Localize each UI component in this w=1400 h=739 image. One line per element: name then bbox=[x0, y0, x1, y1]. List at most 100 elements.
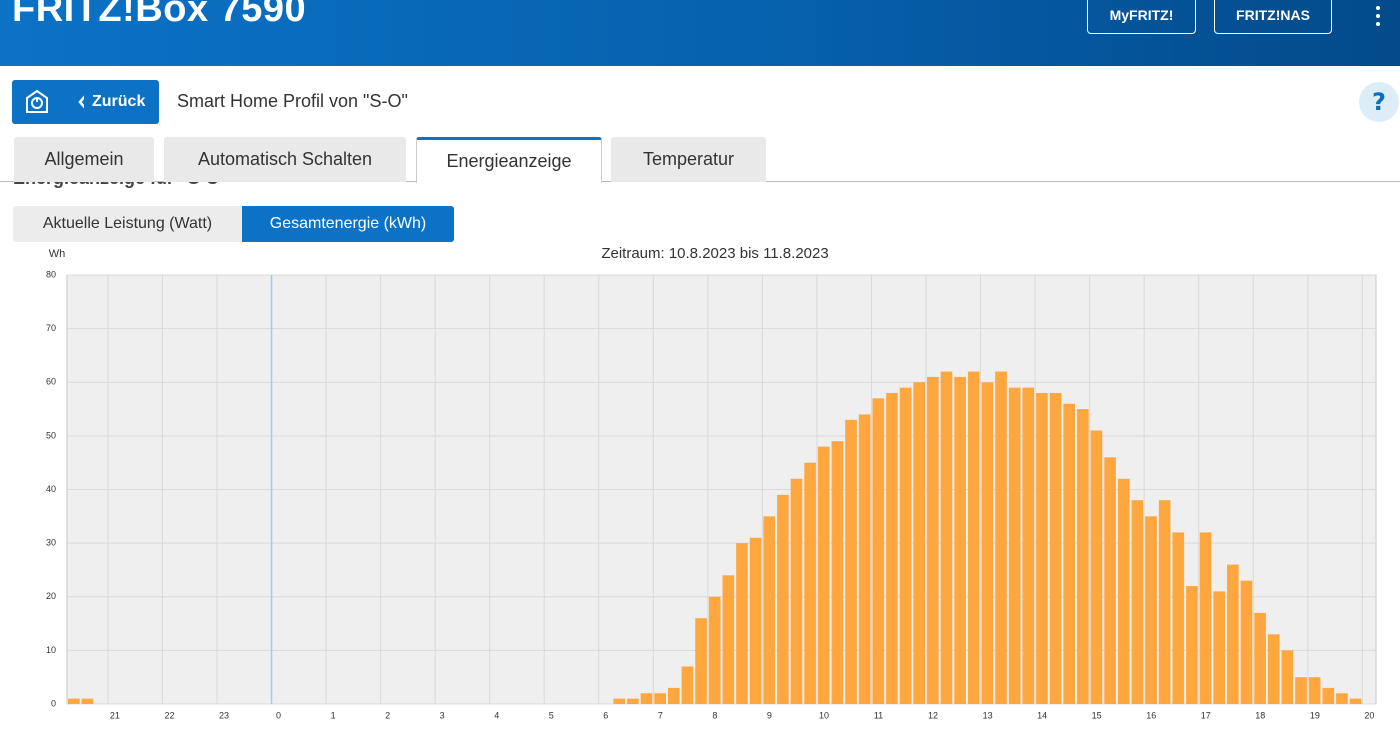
bar bbox=[1117, 478, 1130, 704]
bar bbox=[913, 382, 926, 704]
bar bbox=[81, 698, 94, 704]
back-label: Zurück bbox=[92, 93, 146, 110]
x-tick-label: 23 bbox=[219, 710, 229, 720]
bar bbox=[1254, 612, 1266, 704]
x-tick-label: 4 bbox=[494, 710, 499, 720]
bar bbox=[1077, 409, 1089, 704]
bar bbox=[817, 446, 830, 704]
x-tick-label: 6 bbox=[603, 710, 608, 720]
y-tick-label: 10 bbox=[46, 645, 56, 655]
bar bbox=[831, 441, 844, 704]
x-tick-label: 5 bbox=[549, 710, 554, 720]
bar bbox=[1049, 392, 1062, 704]
bar bbox=[1227, 564, 1239, 704]
header-button[interactable]: FRITZ!NAS bbox=[1214, 0, 1332, 34]
bar bbox=[954, 376, 966, 704]
y-tick-label: 30 bbox=[46, 538, 56, 548]
x-tick-label: 7 bbox=[658, 710, 663, 720]
bar bbox=[763, 516, 776, 704]
x-tick-label: 12 bbox=[928, 710, 938, 720]
bar bbox=[967, 371, 980, 704]
menu-button[interactable] bbox=[1374, 6, 1382, 30]
tab[interactable]: Temperatur bbox=[611, 137, 766, 182]
x-tick-label: 20 bbox=[1364, 710, 1374, 720]
x-tick-label: 21 bbox=[110, 710, 120, 720]
bar bbox=[790, 478, 803, 704]
bar bbox=[654, 693, 666, 704]
x-tick-label: 15 bbox=[1092, 710, 1102, 720]
bar bbox=[1322, 687, 1335, 704]
x-tick-label: 18 bbox=[1255, 710, 1265, 720]
y-tick-label: 70 bbox=[46, 323, 56, 333]
back-button[interactable]: Zurück bbox=[12, 80, 159, 124]
y-tick-label: 40 bbox=[46, 484, 56, 494]
bar bbox=[995, 371, 1007, 704]
bar bbox=[940, 371, 953, 704]
bar bbox=[1131, 500, 1144, 704]
bar bbox=[1267, 634, 1280, 704]
page-title: Smart Home Profil von "S-O" bbox=[177, 91, 408, 111]
bar bbox=[886, 392, 898, 704]
x-tick-label: 22 bbox=[164, 710, 174, 720]
y-tick-label: 50 bbox=[46, 430, 56, 440]
bar bbox=[695, 618, 707, 704]
bar bbox=[872, 398, 885, 704]
x-tick-label: 0 bbox=[276, 710, 281, 720]
bar bbox=[1240, 580, 1253, 704]
bar bbox=[1308, 677, 1321, 704]
bar bbox=[804, 462, 816, 704]
bar bbox=[1295, 677, 1307, 704]
bar bbox=[899, 387, 912, 704]
bar bbox=[845, 419, 857, 704]
x-tick-label: 19 bbox=[1310, 710, 1320, 720]
bar bbox=[736, 543, 748, 704]
y-tick-label: 20 bbox=[46, 591, 56, 601]
bar bbox=[1145, 516, 1157, 704]
header: FRITZ!Box 7590 MyFRITZ! FRITZ!NAS bbox=[0, 0, 1400, 66]
bar bbox=[1022, 387, 1035, 704]
bar bbox=[858, 414, 871, 704]
bar bbox=[722, 575, 735, 704]
toggle-option[interactable]: Aktuelle Leistung (Watt) bbox=[13, 206, 242, 242]
x-tick-label: 10 bbox=[819, 710, 829, 720]
x-tick-label: 16 bbox=[1146, 710, 1156, 720]
y-tick-label: 60 bbox=[46, 377, 56, 387]
bar bbox=[1008, 387, 1021, 704]
y-tick-label: 0 bbox=[51, 698, 56, 708]
x-tick-label: 8 bbox=[712, 710, 717, 720]
tab[interactable]: Allgemein bbox=[14, 137, 154, 182]
bar bbox=[1186, 586, 1198, 704]
tab-active[interactable]: Energieanzeige bbox=[416, 137, 602, 183]
bar bbox=[640, 693, 653, 704]
y-axis-label: Wh bbox=[49, 248, 66, 260]
brand-title: FRITZ!Box 7590 bbox=[12, 0, 307, 30]
x-tick-label: 14 bbox=[1037, 710, 1047, 720]
tab[interactable]: Automatisch Schalten bbox=[164, 137, 406, 182]
bar bbox=[1036, 392, 1048, 704]
bar bbox=[777, 494, 789, 704]
bar bbox=[613, 698, 626, 704]
x-tick-label: 13 bbox=[983, 710, 993, 720]
bar bbox=[708, 596, 721, 704]
bar bbox=[1172, 532, 1185, 704]
bar bbox=[1199, 532, 1212, 704]
x-tick-label: 3 bbox=[440, 710, 445, 720]
bar bbox=[1104, 457, 1116, 704]
chart: Zeitraum: 10.8.2023 bis 11.8.2023 Wh 0 10… bbox=[46, 245, 1377, 720]
bar bbox=[1063, 403, 1076, 704]
bar bbox=[68, 698, 80, 704]
bar bbox=[927, 376, 939, 704]
help-button[interactable]: ? bbox=[1359, 82, 1399, 122]
y-tick-label: 80 bbox=[46, 269, 56, 279]
toggle-option-active[interactable]: Gesamtenergie (kWh) bbox=[242, 206, 454, 242]
bar bbox=[1090, 430, 1103, 704]
bar bbox=[667, 687, 680, 704]
bar bbox=[1213, 591, 1226, 704]
back-icons bbox=[26, 89, 84, 113]
chart-title: Zeitraum: 10.8.2023 bis 11.8.2023 bbox=[601, 245, 828, 262]
x-tick-label: 11 bbox=[874, 710, 883, 720]
x-tick-label: 9 bbox=[767, 710, 772, 720]
x-tick-label: 17 bbox=[1201, 710, 1211, 720]
header-button[interactable]: MyFRITZ! bbox=[1087, 0, 1196, 34]
